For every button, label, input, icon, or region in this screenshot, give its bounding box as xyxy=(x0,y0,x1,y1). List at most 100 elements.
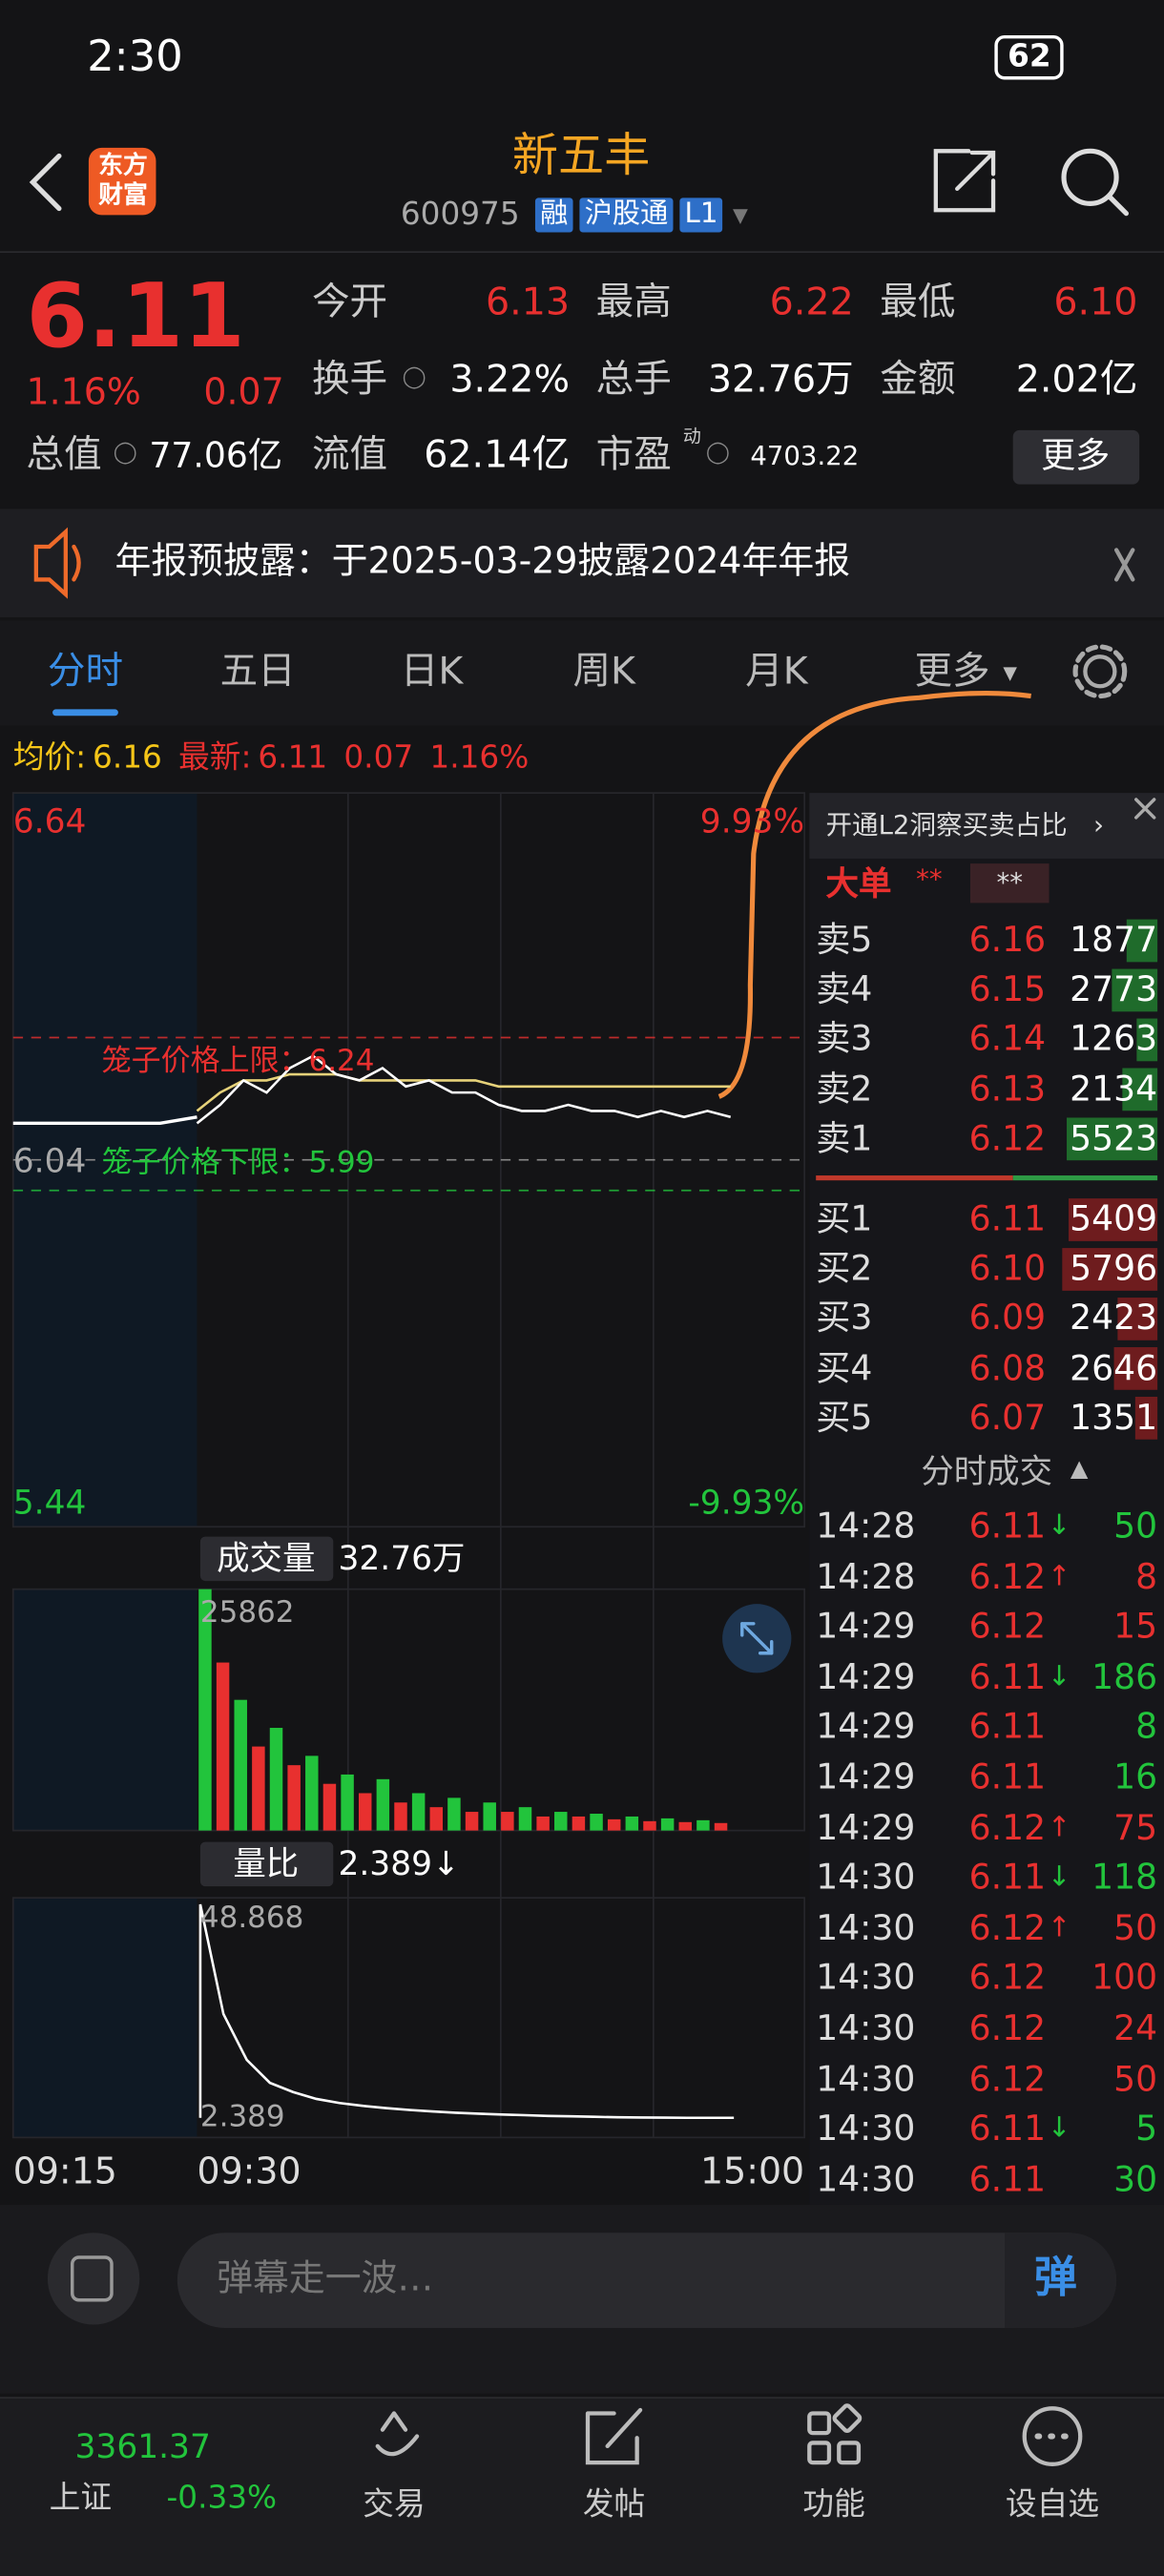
tab[interactable]: 五日 xyxy=(219,651,296,695)
tab[interactable]: 月K xyxy=(745,651,808,695)
nav-item[interactable]: 交易 xyxy=(363,2486,426,2523)
stock-tag: 融 xyxy=(534,197,573,233)
book-volume-bar xyxy=(1067,1117,1158,1161)
post-icon xyxy=(585,2407,643,2465)
trade-direction: ↓ xyxy=(1047,1660,1071,1693)
tab-dropdown: ▼ xyxy=(1003,662,1017,684)
time-label: 15:00 xyxy=(700,2151,805,2193)
volume-bar xyxy=(501,1812,514,1831)
trade-volume: 50 xyxy=(1113,1506,1158,1547)
trade-price: 6.12 xyxy=(968,2008,1047,2048)
stat-info-icon: ◯ xyxy=(402,364,426,390)
volume-max-label: 25862 xyxy=(199,1595,295,1631)
volume-bar xyxy=(216,1662,230,1831)
book-price: 6.07 xyxy=(968,1397,1047,1438)
ratio-label[interactable]: 量比 xyxy=(233,1843,300,1883)
search-icon-handle xyxy=(1107,194,1130,217)
trade-time: 14:29 xyxy=(816,1807,916,1847)
expand-icon xyxy=(740,1622,774,1655)
promo-text[interactable]: 开通L2洞察买卖占比 xyxy=(825,809,1068,841)
volume-bar xyxy=(358,1793,372,1831)
tab[interactable]: 分时 xyxy=(47,651,124,695)
nav-item[interactable]: 功能 xyxy=(802,2486,865,2523)
stock-tag: 沪股通 xyxy=(579,197,674,233)
danmu-button[interactable] xyxy=(1005,2233,1117,2328)
volume-bar xyxy=(572,1816,586,1831)
book-volume: 2423 xyxy=(1070,1298,1158,1339)
comment-placeholder[interactable]: 弹幕走一波… xyxy=(217,2258,434,2300)
more-button[interactable] xyxy=(1012,429,1140,485)
nav-item[interactable]: 设自选 xyxy=(1005,2486,1100,2523)
stat-label: 流值 xyxy=(311,434,388,477)
watchlist-icon xyxy=(1022,2406,1083,2466)
stat-label: 换手 xyxy=(311,358,388,402)
settings-teeth xyxy=(1072,644,1128,699)
ratio-min-label: 2.389 xyxy=(199,2099,285,2134)
stat-value: 3.22% xyxy=(449,358,571,402)
volume-bar xyxy=(341,1774,354,1831)
trade-time: 14:30 xyxy=(816,1958,916,1998)
volume-bar xyxy=(536,1816,550,1831)
trade-volume: 30 xyxy=(1113,2159,1158,2199)
back-icon[interactable] xyxy=(29,153,62,212)
tab[interactable]: 日K xyxy=(400,651,464,695)
close-notice[interactable] xyxy=(1113,548,1135,582)
trade-price: 6.12 xyxy=(968,1556,1047,1596)
book-price: 6.08 xyxy=(968,1347,1047,1388)
ratio-selector[interactable] xyxy=(199,1841,334,1887)
volume-bar xyxy=(643,1820,656,1831)
stat-label: 金额 xyxy=(880,358,956,402)
trade-price: 6.11 xyxy=(968,1506,1047,1547)
book-price: 6.16 xyxy=(968,920,1047,960)
trade-price: 6.11 xyxy=(968,1656,1047,1697)
logo[interactable] xyxy=(88,147,156,216)
trade-volume: 50 xyxy=(1113,1907,1158,1948)
close-promo[interactable] xyxy=(1134,798,1156,820)
book-label: 买3 xyxy=(816,1298,873,1339)
comment-icon-bg[interactable] xyxy=(47,2233,140,2325)
book-label: 卖1 xyxy=(816,1118,873,1158)
battery: 62 xyxy=(994,34,1065,80)
stock-name: 新五丰 xyxy=(511,128,651,183)
trade-volume: 118 xyxy=(1091,1858,1158,1898)
book-volume-bar xyxy=(1126,919,1158,963)
book-volume: 5409 xyxy=(1070,1198,1158,1239)
tab-underline xyxy=(52,709,118,717)
volume-bar xyxy=(590,1814,603,1831)
stat-label: 最高 xyxy=(595,281,672,324)
danmu-button-text[interactable]: 弹 xyxy=(1034,2254,1077,2304)
volume-bar xyxy=(607,1818,621,1831)
volume-total: 32.76万 xyxy=(338,1538,466,1578)
tab[interactable]: 更多 xyxy=(914,651,990,695)
volume-bar xyxy=(447,1797,461,1831)
volume-bar xyxy=(625,1816,639,1831)
book-volume-bar xyxy=(1122,1068,1158,1111)
book-price: 6.12 xyxy=(968,1118,1047,1158)
volume-label[interactable]: 成交量 xyxy=(217,1538,316,1578)
nav-item[interactable]: 发帖 xyxy=(582,2486,646,2523)
trade-price: 6.12 xyxy=(968,1958,1047,1998)
speaker-icon xyxy=(33,527,81,599)
tab[interactable]: 周K xyxy=(572,651,636,695)
panel-bg xyxy=(809,793,1164,2205)
trade-direction: ↓ xyxy=(1047,1860,1071,1895)
comment-input[interactable] xyxy=(177,2233,1117,2328)
book-label: 买1 xyxy=(816,1198,873,1239)
bottom-nav-bg xyxy=(0,2397,1164,2576)
trade-time: 14:30 xyxy=(816,2109,916,2149)
time-label: 09:15 xyxy=(12,2151,117,2193)
stat-value: 62.14亿 xyxy=(424,434,571,477)
volume-bar xyxy=(376,1778,390,1831)
settings-icon[interactable] xyxy=(1083,654,1117,689)
more-button-text[interactable]: 更多 xyxy=(1040,435,1111,476)
volume-bar xyxy=(394,1802,407,1831)
share-icon[interactable] xyxy=(933,149,996,213)
preopen-shade-volume xyxy=(12,1589,197,1831)
time-label: 09:30 xyxy=(197,2151,301,2193)
trade-price: 6.12 xyxy=(968,2058,1047,2099)
volume-selector[interactable] xyxy=(199,1536,334,1582)
index-value[interactable]: 3361.37 xyxy=(74,2426,211,2466)
search-icon[interactable] xyxy=(1061,148,1119,206)
trade-volume: 75 xyxy=(1113,1807,1158,1847)
pct-label: 9.93% xyxy=(699,800,805,841)
